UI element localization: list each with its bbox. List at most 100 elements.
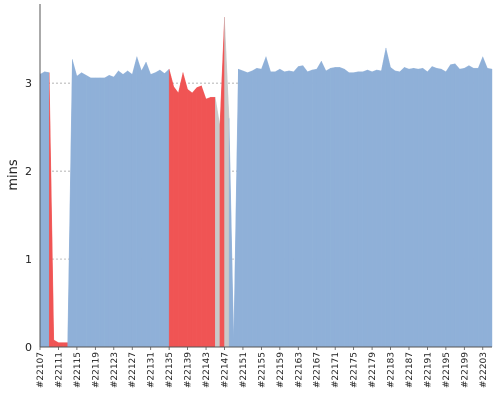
x-tick-label-22123: #22123: [110, 352, 120, 388]
area-segment-22169: [321, 61, 327, 348]
area-segment-22166: [307, 69, 313, 348]
area-segment-22124: [113, 70, 119, 348]
y-tick-label-3: 3: [25, 77, 32, 90]
x-tick-label-22155: #22155: [257, 352, 267, 388]
area-segment-22180: [371, 69, 377, 348]
area-segment-22143: [201, 85, 207, 348]
area-segment-22127: [127, 70, 133, 348]
area-segment-22116: [76, 72, 82, 348]
x-tick-label-22143: #22143: [202, 352, 212, 388]
area-segment-22142: [196, 85, 202, 348]
x-tick-label-22159: #22159: [276, 352, 286, 388]
y-tick-label-2: 2: [25, 165, 32, 178]
area-segment-22150: [233, 69, 239, 348]
area-segment-22138: [178, 72, 184, 348]
area-segment-22156: [261, 56, 267, 348]
area-segment-22161: [284, 70, 290, 348]
area-segment-22187: [404, 67, 410, 348]
area-segment-22202: [473, 68, 479, 348]
area-segment-22115: [72, 59, 78, 348]
area-segment-22160: [279, 68, 285, 348]
area-segment-22204: [482, 56, 488, 348]
area-segment-22181: [376, 69, 382, 348]
area-segment-22164: [298, 65, 304, 348]
area-segment-22198: [454, 63, 460, 348]
area-segment-22108: [39, 71, 45, 348]
area-segment-22113: [62, 342, 68, 348]
y-tick-label-0: 0: [25, 341, 32, 354]
area-segment-22171: [330, 67, 336, 348]
x-tick-label-22139: #22139: [184, 352, 194, 388]
area-segment-22165: [302, 64, 308, 348]
area-segment-22189: [413, 67, 419, 348]
area-segment-22163: [293, 65, 299, 348]
area-segment-22201: [468, 65, 474, 348]
area-segment-22190: [418, 67, 424, 348]
x-tick-label-22167: #22167: [313, 352, 323, 388]
area-segment-22131: [145, 61, 151, 348]
area-segment-22178: [362, 69, 368, 348]
x-tick-label-22163: #22163: [294, 352, 304, 388]
area-segment-22109: [44, 71, 50, 348]
area-segment-22122: [104, 74, 110, 348]
area-segment-22172: [334, 67, 340, 348]
y-axis-label: mins: [6, 159, 21, 191]
area-segment-22194: [436, 67, 442, 348]
area-segment-22174: [344, 68, 350, 348]
x-tick-label-22115: #22115: [73, 352, 83, 388]
area-segment-22179: [367, 69, 373, 348]
area-segment-22170: [325, 67, 331, 348]
x-tick-label-22191: #22191: [423, 352, 433, 388]
area-segment-22196: [445, 64, 451, 348]
area-segment-22133: [155, 69, 161, 348]
x-tick-label-22107: #22107: [36, 352, 46, 388]
area-segment-22128: [132, 56, 138, 348]
area-segment-22129: [136, 56, 142, 348]
area-segment-22118: [85, 74, 91, 348]
area-segment-22144: [205, 96, 211, 348]
area-segment-22123: [108, 74, 114, 348]
area-segment-22192: [427, 65, 433, 348]
y-tick-labels: 0 1 2 3: [25, 77, 32, 354]
x-tick-label-22203: #22203: [479, 352, 489, 388]
area-segment-22135: [164, 68, 170, 348]
area-segment-22176: [353, 71, 359, 348]
area-segment-22162: [288, 70, 294, 348]
area-segment-22191: [422, 67, 428, 348]
area-segment-22182: [381, 47, 387, 348]
area-segment-22184: [390, 66, 396, 348]
area-segment-22117: [81, 72, 87, 348]
x-tick-label-22119: #22119: [91, 352, 101, 388]
area-segment-22168: [316, 60, 322, 348]
area-segment-22110: [49, 72, 55, 348]
axes: [39, 4, 492, 348]
area-segment-22175: [348, 72, 354, 348]
duration-areas: [39, 17, 493, 348]
area-segment-22148: [224, 17, 230, 348]
area-segment-22145: [210, 97, 216, 348]
area-segment-22183: [385, 47, 391, 348]
area-segment-22119: [90, 77, 96, 348]
area-segment-22130: [141, 61, 147, 348]
area-segment-22155: [256, 67, 262, 348]
x-tick-label-22195: #22195: [442, 352, 452, 388]
area-segment-22193: [431, 66, 437, 348]
x-tick-label-22127: #22127: [128, 352, 138, 388]
area-segment-22125: [118, 70, 124, 348]
area-segment-22136: [168, 69, 174, 348]
area-segment-22157: [265, 56, 271, 348]
x-tick-label-22175: #22175: [350, 352, 360, 388]
area-segment-22147: [219, 17, 225, 348]
area-segment-22120: [95, 77, 101, 348]
x-tick-label-22179: #22179: [368, 352, 378, 388]
area-segment-22185: [394, 70, 400, 348]
area-segment-22186: [399, 66, 405, 348]
x-tick-label-22199: #22199: [460, 352, 470, 388]
area-segment-22121: [99, 77, 105, 348]
area-segment-22151: [238, 68, 244, 348]
x-tick-labels: #22107 #22111 #22115 #22119 #22123 #22127 #221…: [36, 347, 489, 388]
y-tick-label-1: 1: [25, 253, 32, 266]
area-segment-22139: [182, 72, 188, 348]
x-tick-label-22183: #22183: [387, 352, 397, 388]
area-segment-22197: [450, 63, 456, 348]
